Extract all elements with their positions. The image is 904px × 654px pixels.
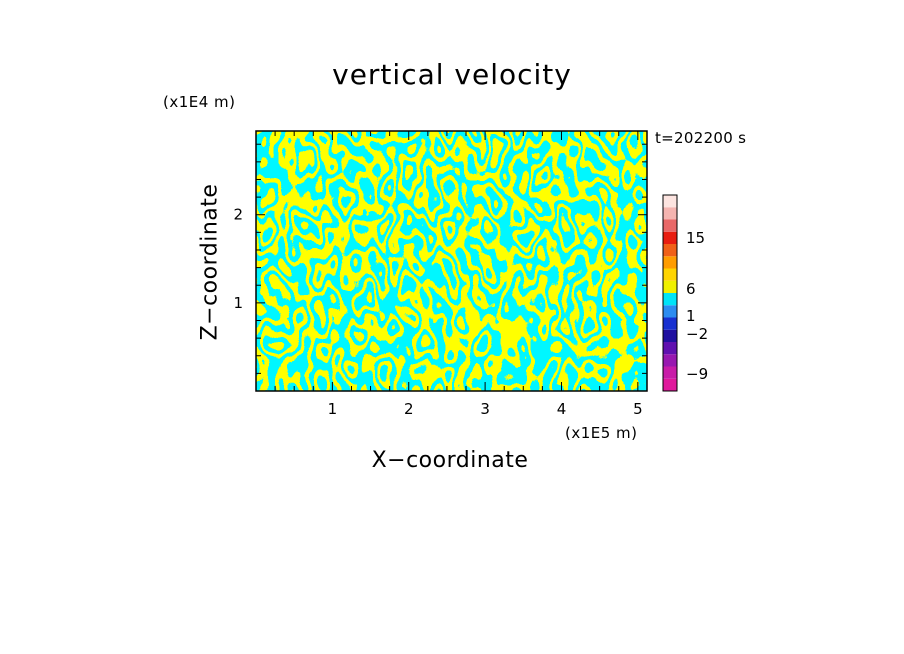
colorbar-label: 6 [686, 280, 696, 298]
plot-frame [255, 130, 648, 392]
colorbar-label: −9 [686, 365, 708, 383]
colorbar-frame [662, 194, 678, 392]
colorbar-swatch [663, 366, 677, 379]
colorbar-swatch [663, 354, 677, 367]
colorbar-swatch [663, 244, 677, 257]
x-tick-label: 2 [404, 400, 414, 418]
x-unit-label: (x1E5 m) [565, 424, 638, 442]
y-tick-labels: 12 [233, 206, 243, 312]
y-axis-label: Z−coordinate [197, 183, 223, 341]
y-tick-label: 1 [233, 294, 243, 312]
colorbar-swatch [663, 317, 677, 330]
time-label: t=202200 s [655, 129, 747, 147]
colorbar-swatch [663, 207, 677, 220]
y-unit-label: (x1E4 m) [163, 93, 236, 111]
x-tick-label: 1 [328, 400, 338, 418]
field-pattern [256, 131, 647, 391]
colorbar-swatch [663, 378, 677, 391]
heatmap-field [256, 131, 647, 391]
colorbar-swatch [663, 280, 677, 293]
colorbar-swatch [663, 219, 677, 232]
colorbar-swatch [663, 293, 677, 306]
colorbar-swatch [663, 231, 677, 244]
colorbar-label: 1 [686, 307, 696, 325]
chart-title: vertical velocity [332, 58, 572, 91]
axis-ticks [256, 131, 647, 391]
x-tick-labels: 1 2 3 4 5 [328, 400, 643, 418]
x-tick-label: 4 [557, 400, 567, 418]
colorbar-label: 15 [686, 229, 705, 247]
x-axis-label: X−coordinate [371, 448, 529, 473]
x-tick-label: 5 [633, 400, 643, 418]
colorbar-swatch [663, 305, 677, 318]
colorbar-label: −2 [686, 325, 708, 343]
colorbar-labels: 15 6 1−2 −9 [686, 229, 708, 383]
colorbar-swatch [663, 195, 677, 208]
x-tick-label: 3 [480, 400, 490, 418]
colorbar-swatch [663, 329, 677, 342]
y-tick-label: 2 [233, 206, 243, 224]
colorbar-swatch [663, 342, 677, 355]
colorbar-swatch [663, 256, 677, 269]
colorbar [662, 194, 678, 392]
colorbar-swatch [663, 268, 677, 281]
